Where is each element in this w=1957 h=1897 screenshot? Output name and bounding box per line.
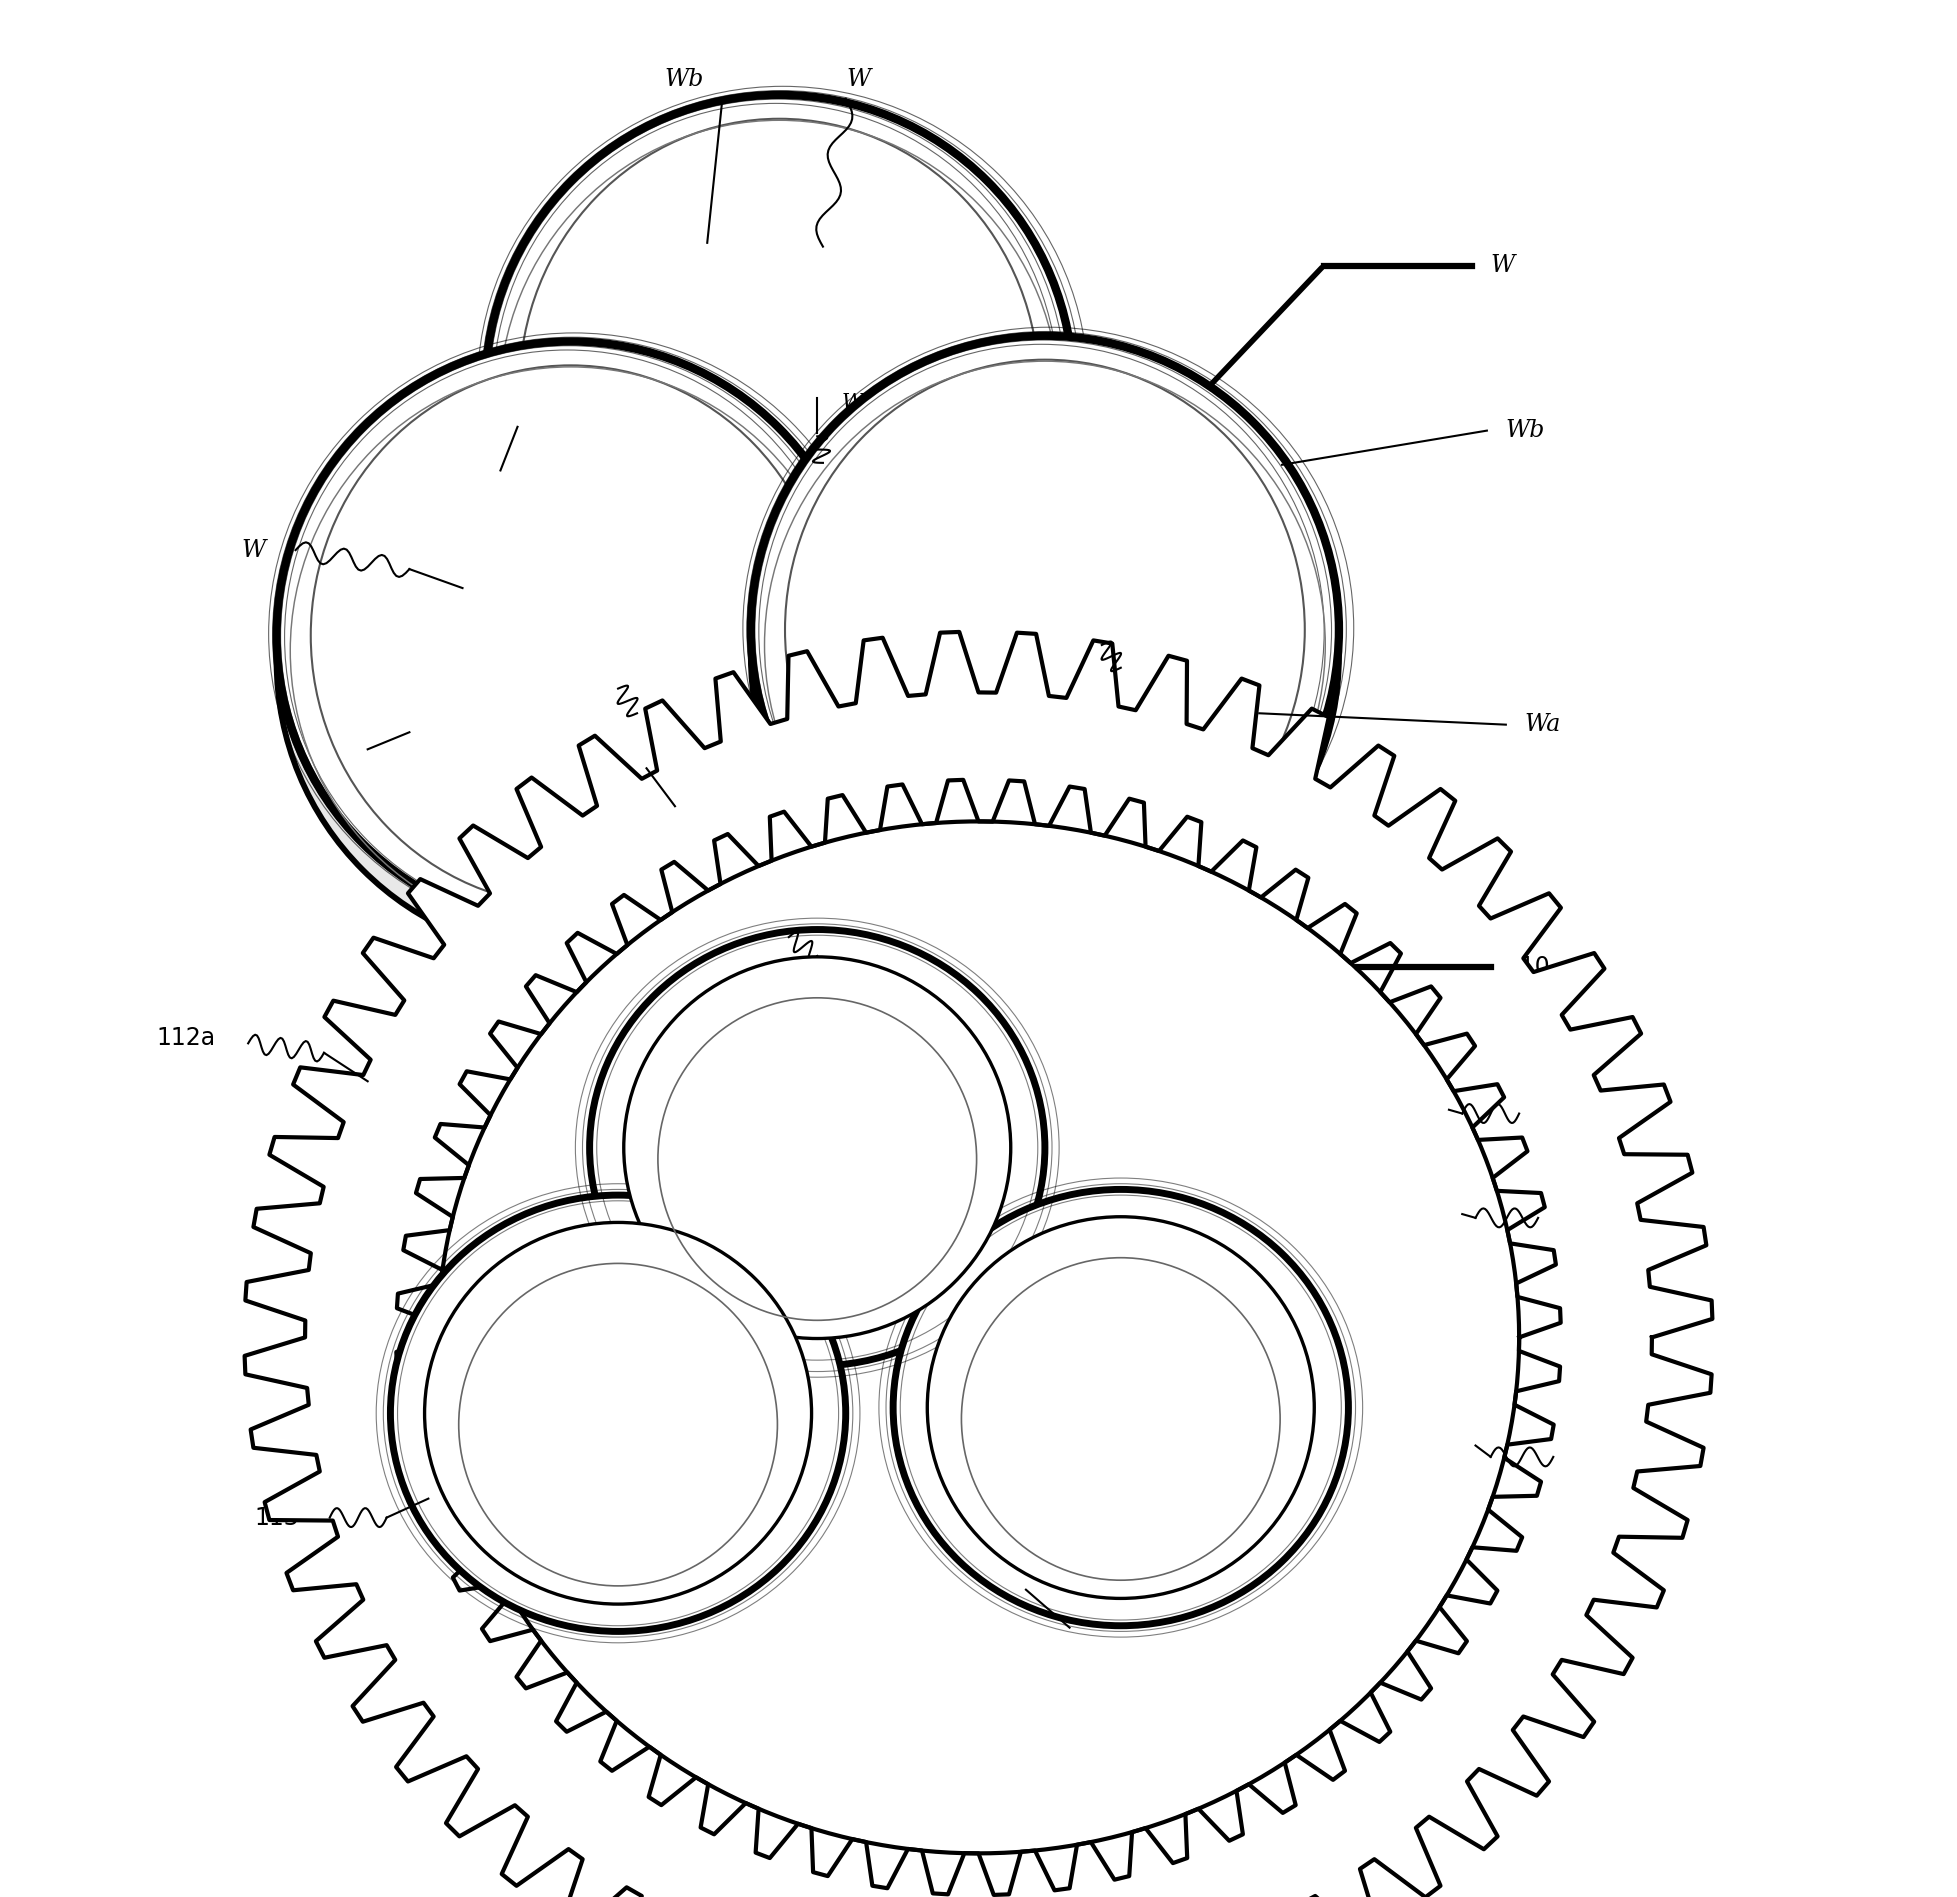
Text: Wa: Wa <box>429 472 466 495</box>
Polygon shape <box>438 821 1519 1853</box>
Ellipse shape <box>928 1216 1315 1599</box>
Text: Wa: Wa <box>685 806 722 829</box>
Ellipse shape <box>751 336 1339 924</box>
Text: 111: 111 <box>1528 1098 1573 1121</box>
Text: 113: 113 <box>1564 1453 1607 1476</box>
Text: 110: 110 <box>1505 956 1550 979</box>
Ellipse shape <box>485 121 1072 709</box>
Text: Wo: Wo <box>1027 624 1061 643</box>
Text: Wo: Wo <box>842 393 875 412</box>
Ellipse shape <box>589 930 1045 1366</box>
Text: Wb: Wb <box>665 68 705 91</box>
Ellipse shape <box>751 362 1339 950</box>
Ellipse shape <box>276 368 865 956</box>
Text: 118: 118 <box>1548 1212 1593 1235</box>
Text: Wa: Wa <box>1525 713 1562 736</box>
Text: Wo: Wo <box>558 673 591 692</box>
Polygon shape <box>245 632 1712 1897</box>
Text: Wb: Wb <box>305 751 344 774</box>
Ellipse shape <box>892 1189 1348 1626</box>
Text: 113a: 113a <box>1047 1408 1100 1427</box>
Text: 113a: 113a <box>591 1461 644 1480</box>
Text: 112b: 112b <box>1067 1635 1125 1658</box>
Ellipse shape <box>485 95 1072 683</box>
Text: 113: 113 <box>254 1506 299 1529</box>
Ellipse shape <box>425 1222 812 1605</box>
Text: W: W <box>243 539 266 562</box>
Text: 113a: 113a <box>791 1205 843 1224</box>
Ellipse shape <box>624 956 1010 1339</box>
Ellipse shape <box>391 1195 845 1631</box>
Text: 112a: 112a <box>157 1026 215 1049</box>
Text: W: W <box>847 68 871 91</box>
Ellipse shape <box>276 341 865 930</box>
Text: W: W <box>1491 254 1515 277</box>
Text: 113: 113 <box>728 912 773 935</box>
Text: Wb: Wb <box>1505 419 1546 442</box>
